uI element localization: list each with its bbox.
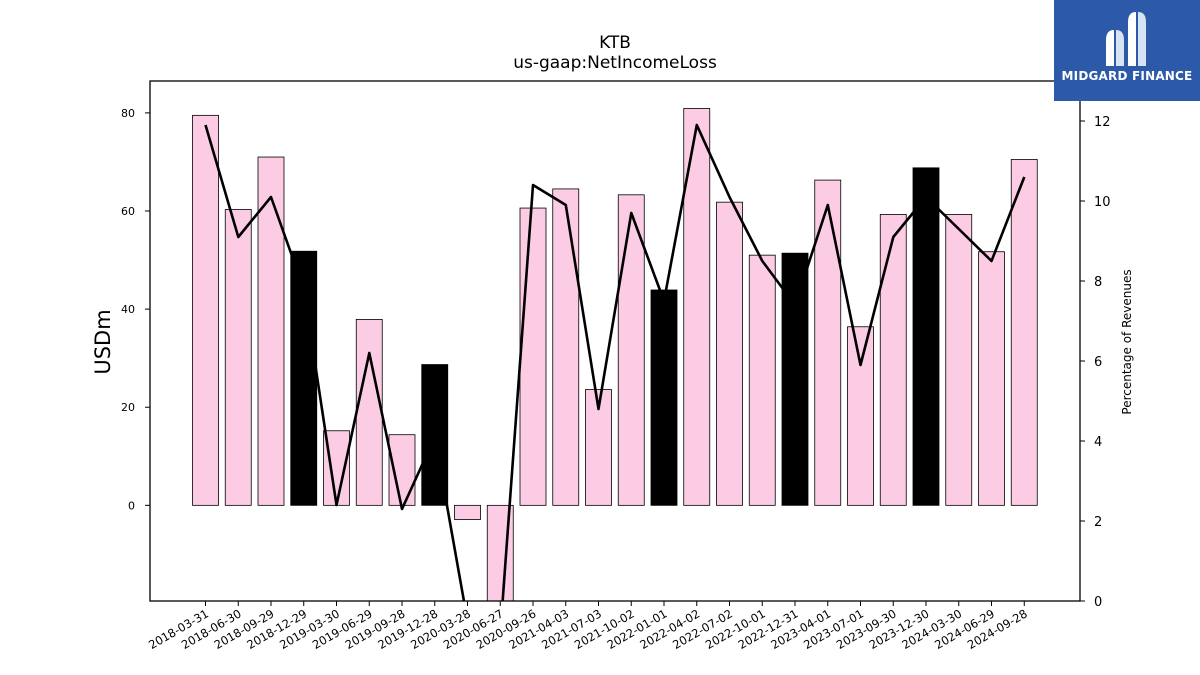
y2-tick-label: 12 — [1094, 115, 1111, 130]
percentage-line — [204, 123, 1026, 601]
y-axis-left: 0 20 40 60 80 — [121, 107, 150, 512]
bar-2021-10-02 — [617, 194, 645, 506]
bar-2020-09-26 — [519, 207, 547, 506]
y2-tick-label: 2 — [1094, 515, 1102, 530]
bar-2018-09-29 — [257, 156, 285, 506]
y2-tick-label: 6 — [1094, 355, 1102, 370]
chart-title: KTB — [599, 33, 631, 53]
bar-2024-06-29 — [978, 251, 1005, 506]
bar-2018-03-31 — [192, 114, 219, 506]
bar-2023-07-01 — [847, 326, 874, 506]
bar-2024-09-28 — [1010, 159, 1038, 506]
plot-frame — [149, 80, 1081, 602]
bar-2024-03-30 — [945, 214, 973, 506]
bar-series — [192, 108, 1038, 601]
y-tick-label: 40 — [121, 303, 135, 316]
y-axis-label: USDm — [91, 309, 115, 374]
logo-mark-icon — [1106, 12, 1146, 66]
y2-axis-label: Percentage of Revenues — [1120, 269, 1134, 414]
y-tick-label: 20 — [121, 401, 135, 414]
y-tick-label: 0 — [128, 499, 135, 512]
bar-2021-04-03 — [552, 188, 580, 506]
y2-tick-label: 10 — [1094, 195, 1111, 210]
bar-2019-06-29 — [355, 319, 383, 506]
midgard-finance-logo: MIDGARD FINANCE — [1054, 0, 1200, 101]
y2-tick-label: 4 — [1094, 435, 1102, 450]
y2-tick-label: 8 — [1094, 275, 1102, 290]
line-series — [204, 123, 1026, 601]
y-axis-right: 0 2 4 6 8 10 12 — [1080, 115, 1111, 610]
y2-tick-label: 0 — [1094, 595, 1102, 610]
chart-subtitle: us-gaap:NetIncomeLoss — [513, 53, 717, 73]
y-tick-label: 80 — [121, 107, 135, 120]
bar-2022-07-02 — [716, 201, 743, 506]
bar-2020-03-28 — [454, 504, 481, 520]
y-tick-label: 60 — [121, 205, 135, 218]
x-axis: 2018-03-312018-06-302018-09-292018-12-29… — [146, 601, 1030, 652]
bar-2023-09-30 — [879, 214, 907, 506]
bar-2023-12-30 — [912, 167, 940, 506]
bar-2022-01-01 — [650, 289, 678, 506]
bar-2018-06-30 — [224, 209, 252, 506]
bar-2022-10-01 — [748, 254, 776, 506]
logo-text: MIDGARD FINANCE — [1061, 69, 1193, 83]
